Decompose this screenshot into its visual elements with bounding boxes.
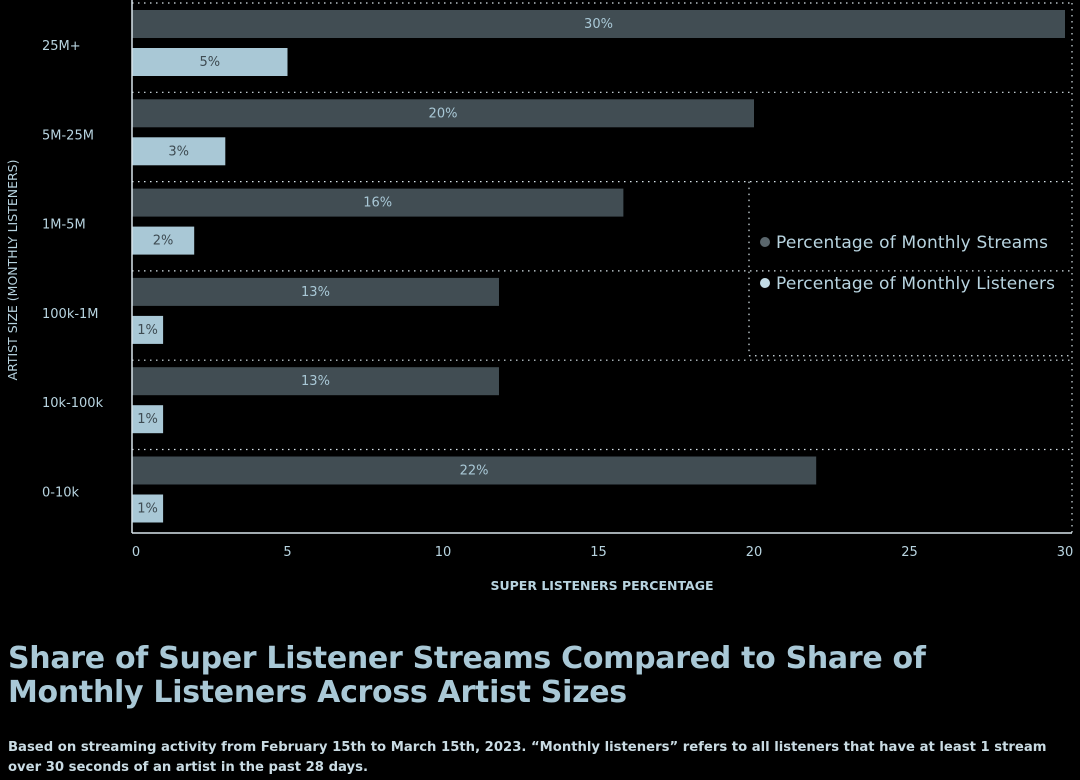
legend-marker (760, 278, 770, 288)
data-label: 1% (137, 502, 158, 517)
legend-label: Percentage of Monthly Streams (776, 233, 1048, 253)
bar-listeners (132, 315, 164, 344)
bar-listeners (132, 405, 164, 434)
data-label: 16% (363, 196, 392, 211)
x-tick-label: 25 (901, 545, 918, 560)
data-label: 5% (199, 55, 220, 70)
data-label: 13% (301, 374, 330, 389)
category-label: 0-10k (42, 486, 80, 501)
category-label: 10k-100k (42, 396, 104, 411)
y-axis-label: ARTIST SIZE (MONTHLY LISTENERS) (5, 160, 20, 381)
data-label: 3% (168, 144, 189, 159)
bar-listeners (132, 226, 195, 255)
category-label: 100k-1M (42, 307, 99, 322)
x-tick-label: 10 (435, 545, 452, 560)
bar-listeners (132, 137, 226, 166)
category-label: 25M+ (42, 39, 81, 54)
data-label: 20% (429, 106, 458, 121)
data-label: 30% (584, 17, 613, 32)
bar-streams (132, 277, 499, 306)
data-label: 2% (153, 234, 174, 249)
category-label: 1M-5M (42, 218, 86, 233)
data-label: 22% (460, 464, 489, 479)
bar-streams (132, 456, 817, 485)
data-label: 1% (137, 412, 158, 427)
x-tick-label: 5 (283, 545, 291, 560)
legend-label: Percentage of Monthly Listeners (776, 274, 1055, 294)
chart-title: Share of Super Listener Streams Compared… (8, 641, 926, 710)
bar-chart: 25M+ 30% 5% 5M-25M 20% 3% 1M-5M 16% 2% 100k-1M 13%… (5, 0, 1074, 593)
data-label: 1% (137, 323, 158, 338)
legend-marker (760, 237, 770, 247)
bar-streams (132, 10, 1065, 38)
bar-streams (132, 367, 499, 396)
data-label: 13% (301, 285, 330, 300)
category-label: 5M-25M (42, 128, 94, 143)
x-tick-label: 20 (746, 545, 763, 560)
bar-listeners (132, 494, 164, 523)
x-tick-label: 30 (1057, 545, 1074, 560)
x-axis-label: SUPER LISTENERS PERCENTAGE (490, 578, 713, 593)
bar-streams (132, 99, 754, 128)
x-tick-label: 0 (132, 545, 140, 560)
chart-footnote: Based on streaming activity from Februar… (8, 740, 1047, 775)
bar-streams (132, 188, 624, 217)
bar-listeners (132, 48, 288, 76)
x-tick-label: 15 (590, 545, 607, 560)
